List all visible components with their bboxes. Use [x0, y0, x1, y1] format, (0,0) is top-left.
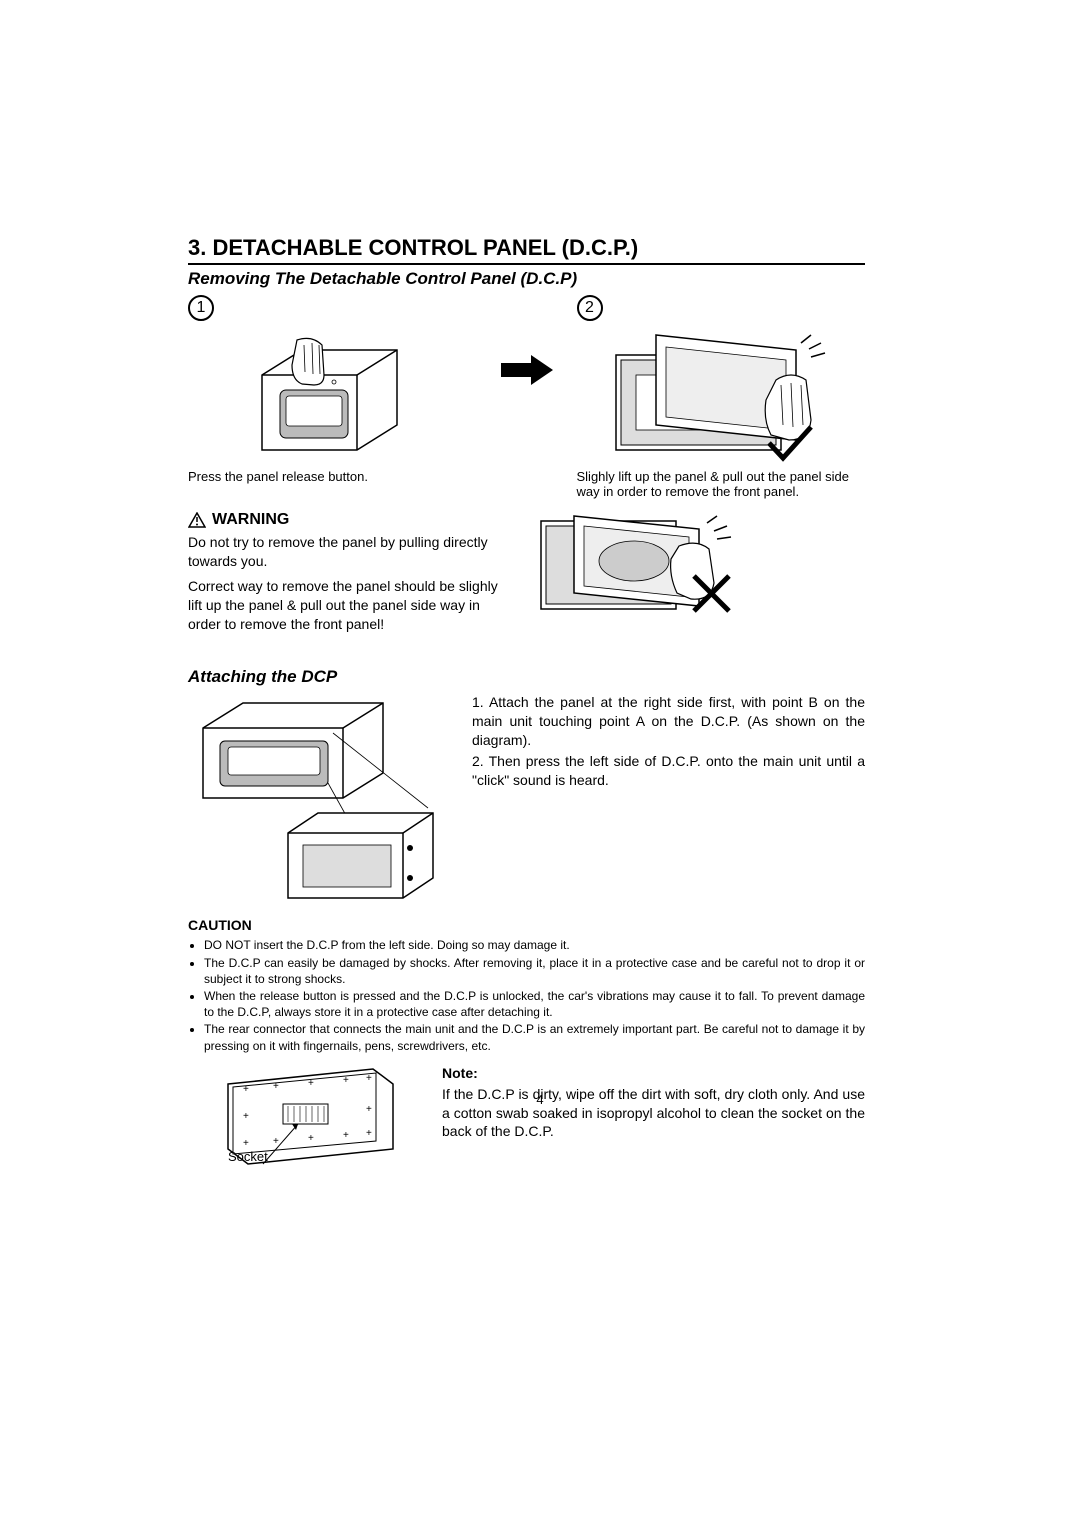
svg-text:+: + [273, 1136, 279, 1147]
lift-panel-diagram-svg [611, 325, 831, 465]
arrow-col [501, 295, 553, 385]
svg-text:+: + [308, 1078, 314, 1089]
press-release-diagram-svg [242, 330, 422, 460]
note-diagram: +++++ ++ +++++ Socket [188, 1064, 418, 1174]
attach-text: 1. Attach the panel at the right side fi… [472, 693, 865, 791]
warning-text-col: WARNING Do not try to remove the panel b… [188, 511, 515, 639]
svg-text:+: + [243, 1138, 249, 1149]
step2-caption: Slighly lift up the panel & pull out the… [577, 469, 866, 499]
svg-text:+: + [243, 1111, 249, 1122]
step1-number: 1 [188, 295, 214, 321]
caution-list: DO NOT insert the D.C.P from the left si… [188, 937, 865, 1053]
warning-p1: Do not try to remove the panel by pullin… [188, 533, 515, 571]
caution-item: When the release button is pressed and t… [204, 988, 865, 1020]
socket-label: Socket [228, 1149, 428, 1164]
removing-row: 1 Press [188, 295, 865, 499]
step1-caption: Press the panel release button. [188, 469, 477, 484]
caution-item: DO NOT insert the D.C.P from the left si… [204, 937, 865, 953]
warning-label: WARNING [212, 511, 289, 529]
warning-diagram-col [539, 511, 866, 624]
wrong-method-diagram-svg [539, 511, 749, 621]
section-title: 3. DETACHABLE CONTROL PANEL (D.C.P.) [188, 235, 865, 265]
attach-subtitle: Attaching the DCP [188, 667, 865, 687]
caution-item: The rear connector that connects the mai… [204, 1021, 865, 1053]
warning-p2: Correct way to remove the panel should b… [188, 577, 515, 634]
note-text-col: Note: If the D.C.P is dirty, wipe off th… [442, 1064, 865, 1142]
page-number: 4 [536, 1092, 543, 1107]
attach-p2: 2. Then press the left side of D.C.P. on… [472, 752, 865, 790]
caution-title: CAUTION [188, 917, 865, 933]
attach-section: Attaching the DCP [188, 667, 865, 903]
removing-subtitle: Removing The Detachable Control Panel (D… [188, 269, 865, 289]
step1-diagram [188, 325, 477, 465]
svg-text:+: + [366, 1128, 372, 1139]
svg-text:+: + [343, 1075, 349, 1086]
attach-row: 1. Attach the panel at the right side fi… [188, 693, 865, 903]
svg-text:+: + [308, 1133, 314, 1144]
step2-number: 2 [577, 295, 603, 321]
arrow-right-icon [501, 355, 553, 385]
warning-body: Do not try to remove the panel by pullin… [188, 533, 515, 633]
svg-text:+: + [343, 1130, 349, 1141]
svg-text:+: + [366, 1073, 372, 1084]
note-label: Note: [442, 1064, 865, 1083]
step2-diagram [577, 325, 866, 465]
manual-page: 3. DETACHABLE CONTROL PANEL (D.C.P.) Rem… [0, 0, 1080, 1527]
svg-text:+: + [273, 1081, 279, 1092]
step1-col: 1 Press [188, 295, 477, 484]
attach-diagram [188, 693, 448, 903]
svg-text:+: + [243, 1084, 249, 1095]
warning-title: WARNING [188, 511, 515, 529]
svg-text:+: + [366, 1104, 372, 1115]
note-row: + + + + + + + + + + + + Socket Note: If the D.C.P… [188, 1064, 865, 1174]
warning-triangle-icon [188, 512, 206, 528]
caution-item: The D.C.P can easily be damaged by shock… [204, 955, 865, 987]
note-body: If the D.C.P is dirty, wipe off the dirt… [442, 1085, 865, 1142]
warning-row: WARNING Do not try to remove the panel b… [188, 511, 865, 639]
attach-diagram-svg [188, 693, 448, 903]
attach-p1: 1. Attach the panel at the right side fi… [472, 693, 865, 750]
step2-col: 2 [577, 295, 866, 499]
